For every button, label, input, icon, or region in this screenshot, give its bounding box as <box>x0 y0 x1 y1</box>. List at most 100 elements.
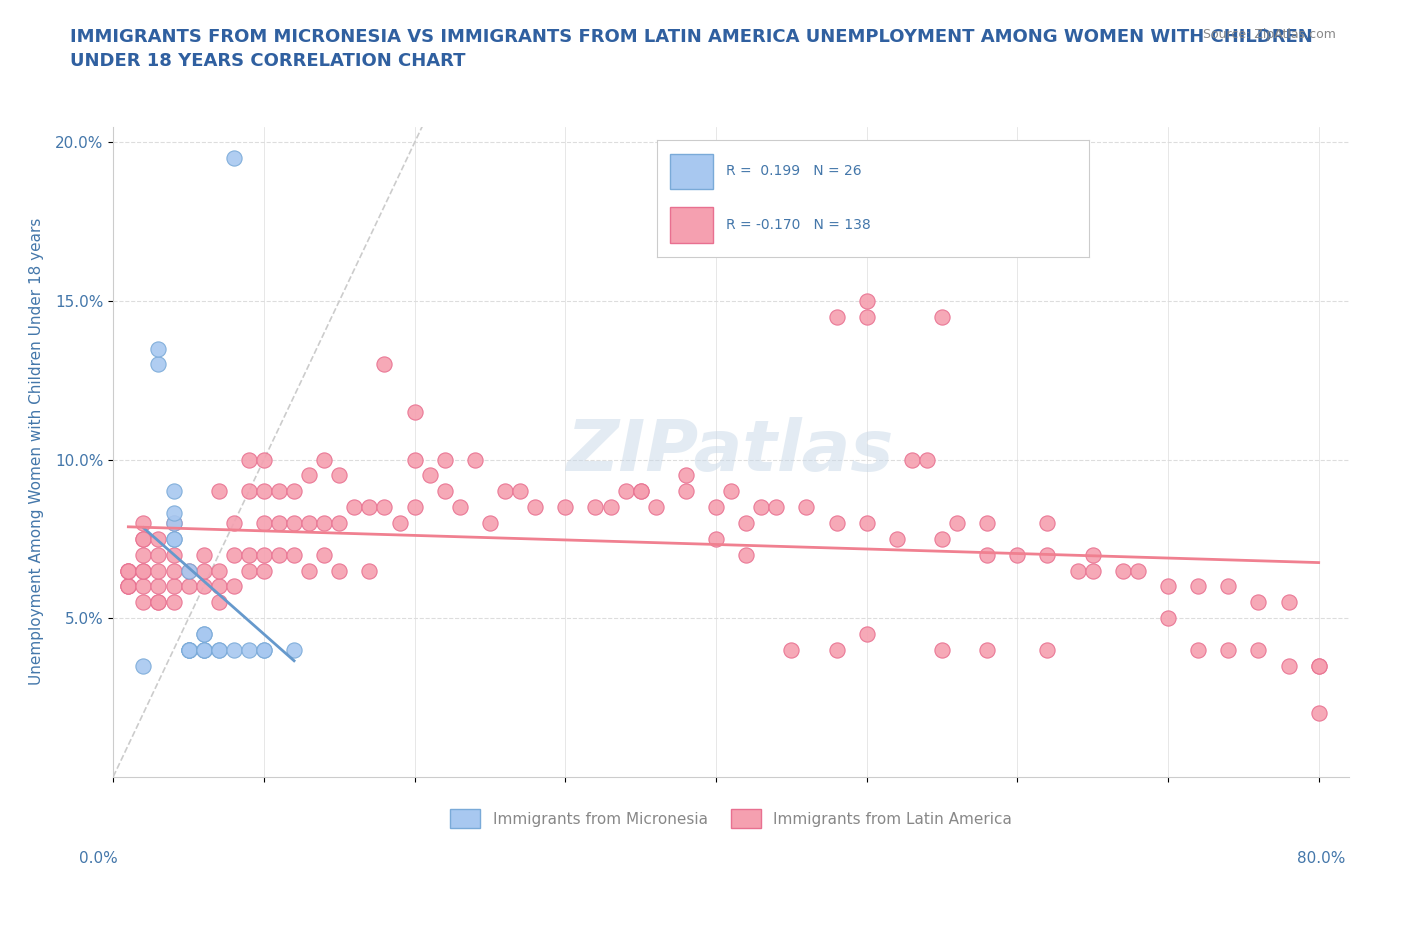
Y-axis label: Unemployment Among Women with Children Under 18 years: Unemployment Among Women with Children U… <box>30 218 44 685</box>
Point <box>193 563 215 578</box>
Point <box>267 547 290 562</box>
Point <box>630 484 652 498</box>
Point <box>735 547 758 562</box>
Point <box>298 515 321 530</box>
Point <box>132 531 155 546</box>
Point <box>855 294 877 309</box>
Point <box>148 531 170 546</box>
Point <box>162 531 184 546</box>
Point <box>208 643 231 658</box>
Point <box>1218 643 1240 658</box>
Text: 0.0%: 0.0% <box>79 851 118 866</box>
Point <box>117 579 139 594</box>
Point <box>976 515 998 530</box>
Point <box>1247 595 1270 610</box>
Point <box>148 547 170 562</box>
Point <box>132 579 155 594</box>
Point <box>253 484 276 498</box>
Point <box>193 643 215 658</box>
Point <box>1187 579 1209 594</box>
Point <box>419 468 441 483</box>
Point <box>359 499 381 514</box>
Point <box>373 357 395 372</box>
Point <box>253 563 276 578</box>
Point <box>1218 579 1240 594</box>
Point <box>554 499 576 514</box>
Point <box>253 643 276 658</box>
Point <box>1007 547 1029 562</box>
Point <box>946 515 969 530</box>
Point <box>614 484 637 498</box>
Point <box>825 310 848 325</box>
Point <box>1308 658 1330 673</box>
Point <box>238 547 260 562</box>
Point <box>599 499 621 514</box>
Text: ZIPatlas: ZIPatlas <box>568 418 894 486</box>
Point <box>222 151 245 166</box>
Point <box>388 515 411 530</box>
Point <box>177 563 200 578</box>
Point <box>132 547 155 562</box>
Point <box>177 643 200 658</box>
Point <box>177 563 200 578</box>
Point <box>132 531 155 546</box>
Point <box>583 499 606 514</box>
Legend: Immigrants from Micronesia, Immigrants from Latin America: Immigrants from Micronesia, Immigrants f… <box>444 804 1018 834</box>
Point <box>283 547 305 562</box>
Point <box>1036 515 1059 530</box>
Point <box>132 563 155 578</box>
Point <box>117 563 139 578</box>
Point <box>675 484 697 498</box>
Point <box>780 643 803 658</box>
Point <box>177 643 200 658</box>
Point <box>193 643 215 658</box>
Point <box>162 515 184 530</box>
Point <box>267 515 290 530</box>
Point <box>1126 563 1149 578</box>
Point <box>1081 563 1104 578</box>
Point <box>283 515 305 530</box>
Point <box>162 563 184 578</box>
Point <box>238 643 260 658</box>
Point <box>193 643 215 658</box>
Point <box>1277 658 1299 673</box>
Point <box>328 563 350 578</box>
Point <box>193 627 215 642</box>
Point <box>148 595 170 610</box>
Point <box>193 627 215 642</box>
Point <box>630 484 652 498</box>
Point <box>222 643 245 658</box>
Point <box>253 547 276 562</box>
Point <box>1081 547 1104 562</box>
Point <box>433 452 456 467</box>
Point <box>1066 563 1088 578</box>
Point <box>1247 643 1270 658</box>
Point <box>931 310 953 325</box>
Point <box>328 468 350 483</box>
Point <box>267 484 290 498</box>
Point <box>208 579 231 594</box>
Point <box>343 499 366 514</box>
Point <box>117 563 139 578</box>
Point <box>208 643 231 658</box>
Point <box>404 499 426 514</box>
Point <box>298 468 321 483</box>
Point <box>855 515 877 530</box>
Point <box>1277 595 1299 610</box>
Point <box>931 531 953 546</box>
Point <box>404 452 426 467</box>
Point <box>253 643 276 658</box>
Point <box>478 515 501 530</box>
Point <box>359 563 381 578</box>
Point <box>117 563 139 578</box>
Point <box>208 563 231 578</box>
Point <box>162 515 184 530</box>
Point <box>509 484 531 498</box>
Point <box>253 452 276 467</box>
Point <box>855 310 877 325</box>
Point <box>1157 579 1180 594</box>
Point <box>433 484 456 498</box>
Text: Source: ZipAtlas.com: Source: ZipAtlas.com <box>1202 28 1336 41</box>
Point <box>704 531 727 546</box>
Point <box>765 499 787 514</box>
